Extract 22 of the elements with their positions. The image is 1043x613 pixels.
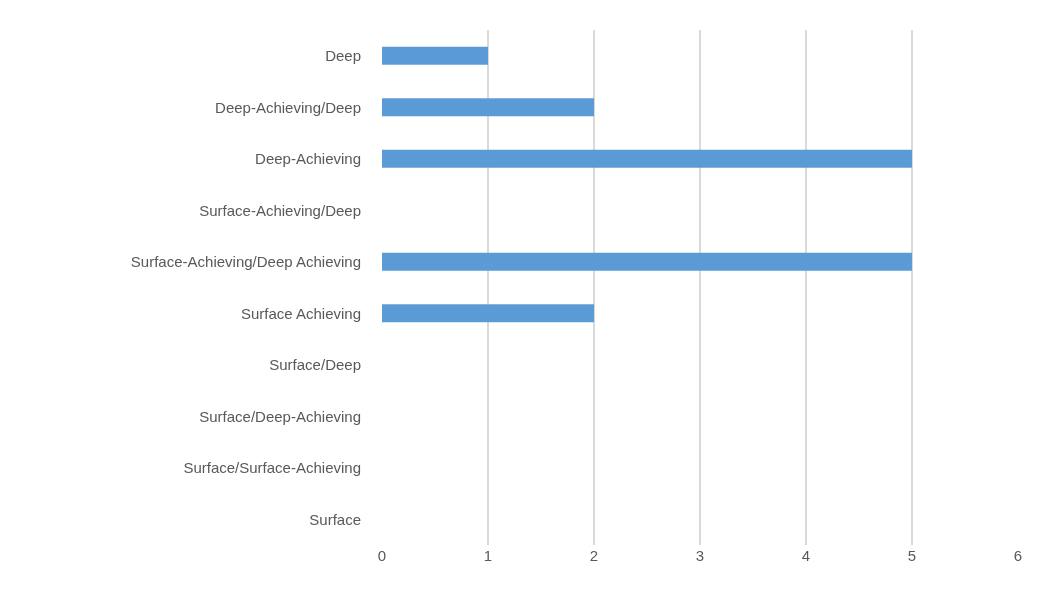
- x-tick-label: 2: [589, 547, 599, 564]
- y-tick-label: Surface/Deep: [269, 356, 361, 373]
- y-tick-label: Surface-Achieving/Deep Achieving: [130, 253, 361, 270]
- y-tick-label: Deep-Achieving/Deep: [215, 98, 361, 116]
- x-tick-label: 3: [695, 547, 705, 564]
- y-tick-label: Deep-Achieving: [255, 150, 361, 167]
- bar: [382, 252, 912, 271]
- y-tick-label: Surface Achieving: [240, 304, 361, 322]
- y-tick-label: Surface/Surface-Achieving: [183, 459, 361, 476]
- y-tick-label: Deep: [325, 47, 361, 64]
- bar: [382, 46, 488, 65]
- y-tick-label: Surface-Achieving/Deep: [199, 201, 361, 219]
- bar: [382, 149, 912, 168]
- x-tick-label: 5: [907, 547, 917, 564]
- bar: [382, 98, 594, 117]
- y-tick-label: Surface: [309, 510, 361, 528]
- x-tick-label: 4: [801, 547, 811, 564]
- y-tick-label: Surface/Deep-Achieving: [199, 407, 361, 425]
- x-tick-label: 1: [483, 547, 493, 564]
- bar: [382, 304, 594, 323]
- x-tick-label: 6: [1013, 547, 1023, 564]
- x-tick-label: 0: [377, 547, 387, 564]
